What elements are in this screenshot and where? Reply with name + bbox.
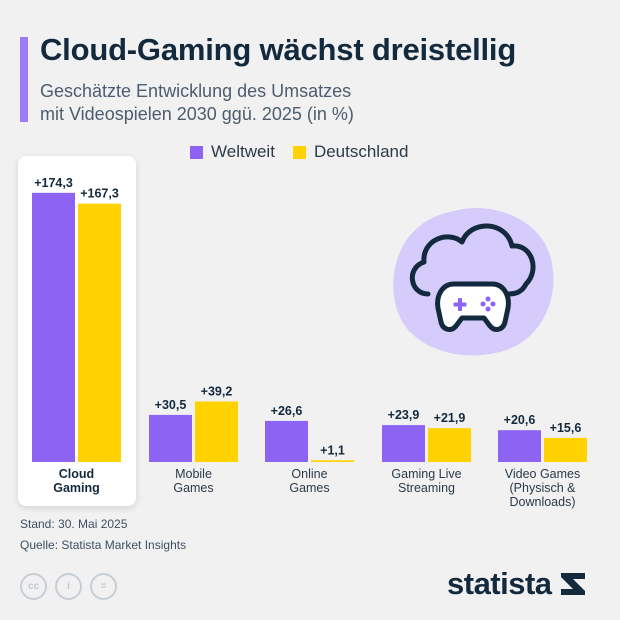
title-accent-bar <box>20 37 28 122</box>
bar-gaming-live-streaming-deutschland <box>428 428 471 462</box>
brand-wordmark: statista <box>447 566 552 601</box>
license-icons: cc i = <box>20 573 125 600</box>
data-label-online-games-deutschland: +1,1 <box>320 443 345 457</box>
creative-commons-icon[interactable]: cc <box>20 573 47 600</box>
category-label-video-games-physisch-downloads-line-1: Video Games <box>505 467 581 481</box>
bar-cloud-gaming-deutschland <box>78 203 121 462</box>
legend-label-deutschland: Deutschland <box>313 142 409 161</box>
data-label-video-games-physisch-downloads-deutschland: +15,6 <box>550 421 582 435</box>
data-label-gaming-live-streaming-deutschland: +21,9 <box>434 411 466 425</box>
legend-label-weltweit: Weltweit <box>211 142 275 161</box>
data-label-cloud-gaming-weltweit: +174,3 <box>34 176 73 190</box>
bar-online-games-weltweit <box>265 420 308 462</box>
gamepad-icon <box>435 281 511 332</box>
cloud-gaming-illustration <box>393 207 554 356</box>
footnote-stand: Stand: 30. Mai 2025 <box>20 517 128 531</box>
cc-icon-text: cc <box>27 581 40 592</box>
category-label-cloud-gaming-line-1: Cloud <box>59 467 94 481</box>
legend-swatch-deutschland <box>292 145 306 159</box>
statista-logo-icon <box>560 573 585 595</box>
data-label-gaming-live-streaming-weltweit: +23,9 <box>388 408 420 422</box>
no-derivatives-icon-text: = <box>100 581 107 592</box>
chart-title: Cloud-Gaming wächst dreistellig <box>40 32 517 67</box>
no-derivatives-icon[interactable]: = <box>90 573 117 600</box>
gamepad-buttons-icon <box>480 296 496 312</box>
bar-mobile-games-weltweit <box>149 414 192 462</box>
bar-video-games-physisch-downloads-weltweit <box>498 430 541 462</box>
category-label-mobile-games-line-2: Games <box>173 481 213 495</box>
data-label-cloud-gaming-deutschland: +167,3 <box>80 187 119 201</box>
footnote-quelle: Quelle: Statista Market Insights <box>20 538 187 552</box>
statista-brand[interactable]: statista <box>447 566 588 602</box>
subtitle-line-2: mit Videospielen 2030 ggü. 2025 (in %) <box>40 104 354 124</box>
category-label-online-games-line-1: Online <box>291 467 327 481</box>
legend-item-deutschland: Deutschland <box>292 142 409 162</box>
chart-legend: Weltweit Deutschland <box>190 142 426 162</box>
bar-mobile-games-deutschland <box>195 401 238 462</box>
category-label-gaming-live-streaming-line-2: Streaming <box>398 481 455 495</box>
bar-gaming-live-streaming-weltweit <box>382 425 425 462</box>
gamepad-dpad-icon <box>453 298 467 311</box>
category-label-cloud-gaming-line-2: Gaming <box>53 481 100 495</box>
subtitle-line-1: Geschätzte Entwicklung des Umsatzes <box>40 81 352 101</box>
category-label-gaming-live-streaming-line-1: Gaming Live <box>391 467 461 481</box>
attribution-icon-text: i <box>67 581 70 592</box>
data-label-online-games-weltweit: +26,6 <box>271 404 303 418</box>
data-label-mobile-games-deutschland: +39,2 <box>201 384 233 398</box>
chart-subtitle: Geschätzte Entwicklung des Umsatzes mit … <box>40 80 480 126</box>
legend-item-weltweit: Weltweit <box>190 142 275 162</box>
category-label-video-games-physisch-downloads-line-2: (Physisch & <box>510 481 577 495</box>
data-label-mobile-games-weltweit: +30,5 <box>155 398 187 412</box>
data-label-video-games-physisch-downloads-weltweit: +20,6 <box>504 413 536 427</box>
attribution-icon[interactable]: i <box>55 573 82 600</box>
bar-video-games-physisch-downloads-deutschland <box>544 437 587 462</box>
bar-online-games-deutschland <box>311 460 354 462</box>
category-label-video-games-physisch-downloads-line-3: Downloads) <box>509 495 575 509</box>
category-label-online-games-line-2: Games <box>289 481 329 495</box>
category-label-mobile-games-line-1: Mobile <box>175 467 212 481</box>
bar-cloud-gaming-weltweit <box>32 192 75 462</box>
legend-swatch-weltweit <box>190 145 203 159</box>
cloud-icon <box>410 223 536 297</box>
